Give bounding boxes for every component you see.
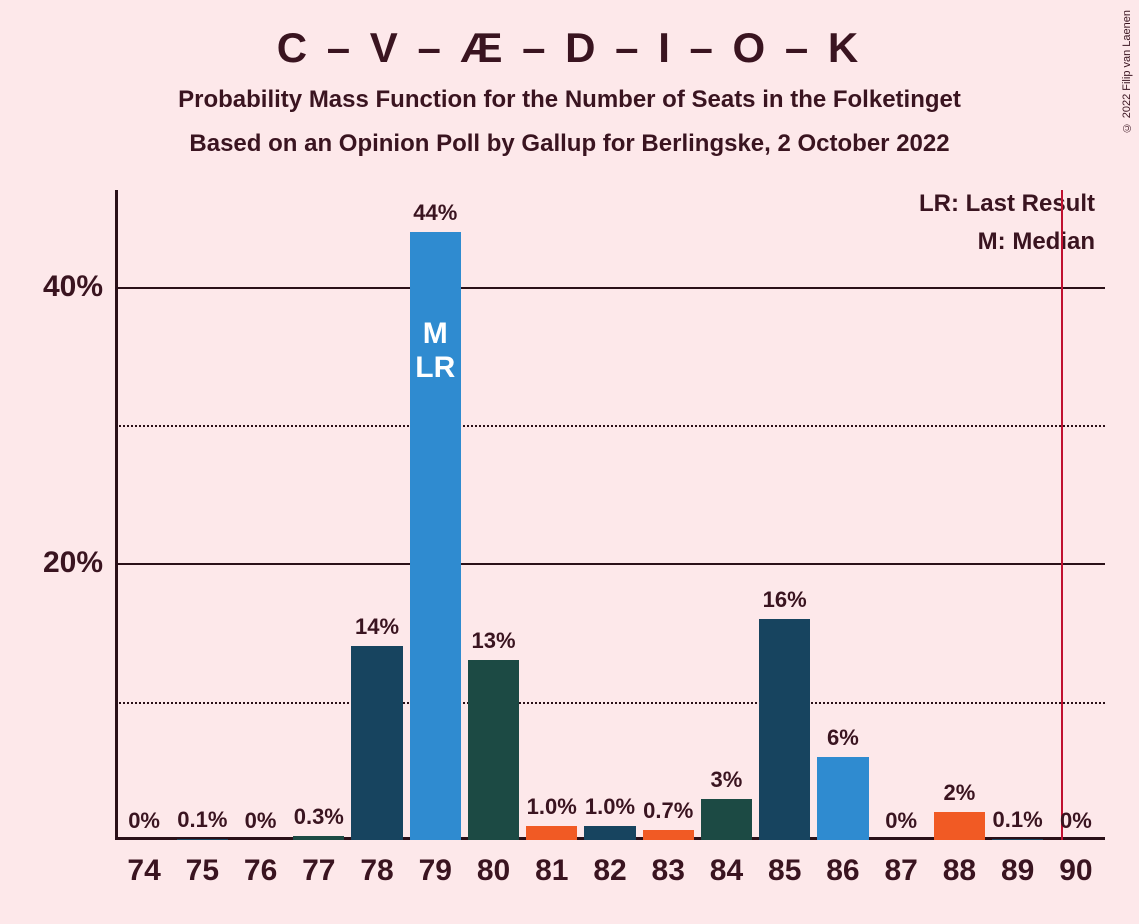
bar: 0.1% — [177, 839, 228, 840]
bar: 14% — [351, 646, 402, 840]
bar-value-label: 0.1% — [177, 807, 227, 833]
bar-value-label: 0.7% — [643, 798, 693, 824]
bar-value-label: 0% — [885, 808, 917, 834]
bar-value-label: 44% — [413, 200, 457, 226]
x-tick-label: 89 — [1001, 854, 1034, 888]
x-tick-label: 87 — [884, 854, 917, 888]
x-tick-label: 75 — [186, 854, 219, 888]
x-tick-label: 83 — [652, 854, 685, 888]
gridline — [115, 287, 1105, 289]
bar-value-label: 0.1% — [993, 807, 1043, 833]
y-tick-label: 40% — [43, 270, 103, 304]
legend-lr: LR: Last Result — [919, 190, 1095, 218]
x-tick-label: 77 — [302, 854, 335, 888]
bar: 6% — [817, 757, 868, 840]
bar: 16% — [759, 619, 810, 840]
gridline — [115, 702, 1105, 704]
bar-value-label: 1.0% — [585, 794, 635, 820]
bar: 44%MLR — [410, 232, 461, 841]
bar-value-label: 1.0% — [527, 794, 577, 820]
bar-value-label: 14% — [355, 614, 399, 640]
bar: 0.3% — [293, 836, 344, 840]
x-tick-label: 74 — [127, 854, 160, 888]
chart-subtitle: Probability Mass Function for the Number… — [0, 86, 1139, 114]
bar: 3% — [701, 799, 752, 840]
bar: 0.1% — [992, 839, 1043, 840]
x-tick-label: 80 — [477, 854, 510, 888]
x-tick-label: 84 — [710, 854, 743, 888]
gridline — [115, 425, 1105, 427]
legend-m: M: Median — [919, 228, 1095, 256]
bar-value-label: 3% — [711, 767, 743, 793]
x-tick-label: 76 — [244, 854, 277, 888]
x-tick-label: 78 — [360, 854, 393, 888]
bar-value-label: 0% — [1060, 808, 1092, 834]
bar-value-label: 13% — [471, 628, 515, 654]
x-tick-label: 85 — [768, 854, 801, 888]
bar-value-label: 0.3% — [294, 804, 344, 830]
bar: 1.0% — [526, 826, 577, 840]
bar-value-label: 16% — [763, 587, 807, 613]
gridline — [115, 563, 1105, 565]
x-tick-label: 82 — [593, 854, 626, 888]
legend: LR: Last Result M: Median — [919, 190, 1095, 266]
y-tick-label: 20% — [43, 546, 103, 580]
bar-value-label: 6% — [827, 725, 859, 751]
copyright-label: © 2022 Filip van Laenen — [1121, 10, 1133, 133]
bar: 2% — [934, 812, 985, 840]
bar-value-label: 2% — [943, 780, 975, 806]
majority-line — [1061, 190, 1063, 840]
bar: 0.7% — [643, 830, 694, 840]
x-tick-label: 81 — [535, 854, 568, 888]
x-tick-label: 90 — [1059, 854, 1092, 888]
bar-value-label: 0% — [245, 808, 277, 834]
bar-marker-label: MLR — [415, 317, 455, 386]
x-tick-label: 79 — [419, 854, 452, 888]
chart-subtitle-2: Based on an Opinion Poll by Gallup for B… — [0, 130, 1139, 158]
x-tick-label: 88 — [943, 854, 976, 888]
x-tick-label: 86 — [826, 854, 859, 888]
bar: 1.0% — [584, 826, 635, 840]
chart-title: C – V – Æ – D – I – O – K — [0, 0, 1139, 72]
bar: 13% — [468, 660, 519, 840]
chart-plot-area: LR: Last Result M: Median 20%40%0%0.1%0%… — [115, 190, 1105, 840]
bar-value-label: 0% — [128, 808, 160, 834]
